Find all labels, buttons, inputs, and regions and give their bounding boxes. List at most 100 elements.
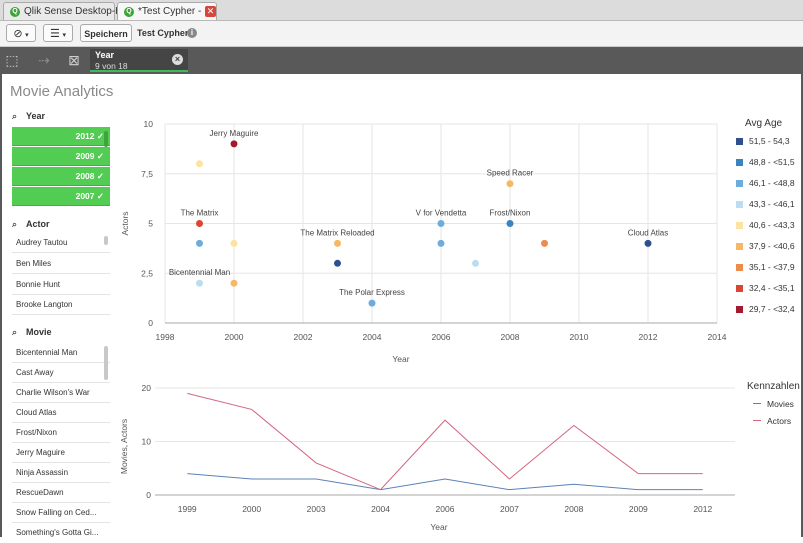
series-line-movies — [187, 473, 703, 491]
legend-item: 32,4 - <35,1 — [736, 283, 795, 293]
legend-label: Actors — [767, 416, 792, 426]
navigation-button[interactable]: ⊘ ▾ — [6, 24, 36, 42]
legend-label: Movies — [767, 399, 794, 409]
search-icon: ⌕ — [12, 219, 18, 229]
legend-swatch — [736, 243, 743, 250]
scatter-point — [230, 140, 238, 148]
movie-filter-header[interactable]: ⌕ Movie — [12, 327, 52, 338]
year-list-scrollbar[interactable] — [104, 131, 108, 147]
actor-filter-header[interactable]: ⌕ Actor — [12, 219, 50, 230]
legend-label: 32,4 - <35,1 — [749, 283, 795, 293]
x-tick-label: 2006 — [432, 332, 451, 342]
browser-tab-app[interactable]: Q *Test Cypher - ... ✕ — [117, 2, 217, 20]
scatter-point — [506, 180, 514, 188]
legend-swatch — [736, 285, 743, 292]
scatter-legend-title: Avg Age — [745, 118, 783, 129]
y-tick-label: 0 — [148, 318, 153, 328]
scatter-point — [230, 239, 238, 247]
movie-list-item[interactable]: Bicentennial Man — [12, 343, 110, 363]
scatter-point — [541, 239, 548, 247]
actor-filter-title: Actor — [26, 219, 50, 229]
legend-swatch — [753, 420, 761, 421]
year-item-selected[interactable]: 2012 ✓ — [12, 127, 110, 146]
global-menu-button[interactable]: ☰ ▾ — [43, 24, 73, 42]
info-icon[interactable]: i — [187, 28, 197, 38]
x-axis-title: Year — [430, 522, 447, 532]
y-axis-title: Actors — [120, 211, 130, 235]
movie-list-item[interactable]: Cloud Atlas — [12, 403, 110, 423]
series-line-actors — [187, 392, 703, 491]
movie-list-item[interactable]: Cast Away — [12, 363, 110, 383]
chevron-down-icon: ▾ — [25, 32, 29, 39]
app-toolbar: ⊘ ▾ ☰ ▾ Speichern Test Cypher i — [0, 21, 803, 47]
movie-list-item[interactable]: Snow Falling on Ced... — [12, 503, 110, 523]
year-item-selected[interactable]: 2009 ✓ — [12, 147, 110, 166]
clear-all-selections-icon[interactable]: ⊠ — [68, 52, 80, 68]
x-tick-label: 2000 — [225, 332, 244, 342]
legend-swatch — [736, 306, 743, 313]
selection-field: Year — [95, 50, 115, 60]
legend-swatch — [736, 180, 743, 187]
year-item-selected[interactable]: 2008 ✓ — [12, 167, 110, 186]
line-chart[interactable]: 0 10 20 1999 2000 2003 2004 2006 2007 2008 2009 201… — [110, 378, 735, 537]
x-tick-label: 2009 — [629, 504, 648, 514]
selection-back-icon[interactable]: ⬚ — [5, 52, 19, 68]
year-filter-title: Year — [26, 111, 46, 121]
movie-list-item[interactable]: Something's Gotta Gi... — [16, 528, 99, 537]
actor-list-item[interactable]: Ben Miles — [12, 254, 110, 274]
movie-list-item[interactable]: Ninja Assassin — [12, 463, 110, 483]
x-tick-label: 2003 — [307, 504, 326, 514]
y-tick-label: 5 — [148, 219, 153, 229]
legend-swatch — [736, 264, 743, 271]
close-tab-icon[interactable]: ✕ — [205, 6, 216, 17]
point-label: Bicentennial Man — [169, 268, 230, 277]
legend-item: 51,5 - 54,3 — [736, 136, 790, 146]
browser-tab-hub[interactable]: Q Qlik Sense Desktop-Hub — [3, 2, 134, 20]
y-axis-title: Movies, Actors — [119, 419, 129, 474]
selection-forward-icon[interactable]: ⇢ — [38, 52, 50, 68]
sheet-right-border — [801, 74, 803, 537]
year-item-selected[interactable]: 2007 ✓ — [12, 187, 110, 206]
actor-list-scrollbar[interactable] — [104, 236, 108, 245]
point-label: Frost/Nixon — [490, 209, 531, 218]
actor-list-item[interactable]: Brooke Langton — [12, 295, 110, 315]
x-tick-label: 2004 — [363, 332, 382, 342]
actor-list-item[interactable]: Bonnie Hunt — [12, 275, 110, 295]
scatter-point — [196, 160, 203, 168]
x-tick-label: 1999 — [178, 504, 197, 514]
scatter-point — [334, 239, 341, 247]
legend-label: 37,9 - <40,6 — [749, 241, 795, 251]
selection-chip-year[interactable]: Year 9 von 18 × — [90, 49, 188, 72]
legend-item: Movies — [753, 399, 794, 409]
save-button[interactable]: Speichern — [80, 24, 132, 42]
browser-tab-label: Qlik Sense Desktop-Hub — [24, 6, 134, 17]
point-label: Speed Racer — [487, 169, 534, 178]
point-label: The Polar Express — [339, 288, 405, 297]
scatter-point — [506, 220, 514, 227]
legend-label: 35,1 - <37,9 — [749, 262, 795, 272]
chevron-down-icon: ▾ — [62, 32, 66, 39]
scatter-chart[interactable]: 1998 2000 2002 2004 2006 2008 2010 2012 2014 0 2,5… — [110, 112, 745, 372]
compass-icon: ⊘ — [13, 28, 23, 40]
browser-tab-label: *Test Cypher - ... — [138, 6, 213, 17]
legend-label: 46,1 - <48,8 — [749, 178, 795, 188]
legend-item: 46,1 - <48,8 — [736, 178, 795, 188]
actor-list-item[interactable]: Audrey Tautou — [12, 233, 110, 253]
x-tick-label: 2012 — [693, 504, 712, 514]
legend-item: 37,9 - <40,6 — [736, 241, 795, 251]
point-label: The Matrix Reloaded — [300, 228, 374, 237]
point-label: V for Vendetta — [416, 209, 467, 218]
x-tick-label: 2010 — [570, 332, 589, 342]
movie-list-item[interactable]: Jerry Maguire — [12, 443, 110, 463]
clear-selection-icon[interactable]: × — [172, 54, 183, 65]
legend-item: 35,1 - <37,9 — [736, 262, 795, 272]
movie-list-item[interactable]: Frost/Nixon — [12, 423, 110, 443]
x-tick-label: 2012 — [639, 332, 658, 342]
x-tick-label: 2004 — [371, 504, 390, 514]
x-tick-label: 1998 — [156, 332, 175, 342]
year-filter-header[interactable]: ⌕ Year — [12, 111, 45, 122]
selections-bar: ⬚ ⇢ ⊠ Year 9 von 18 × — [0, 47, 803, 74]
movie-list-scrollbar[interactable] — [104, 346, 108, 380]
movie-list-item[interactable]: Charlie Wilson's War — [12, 383, 110, 403]
movie-list-item[interactable]: RescueDawn — [12, 483, 110, 503]
